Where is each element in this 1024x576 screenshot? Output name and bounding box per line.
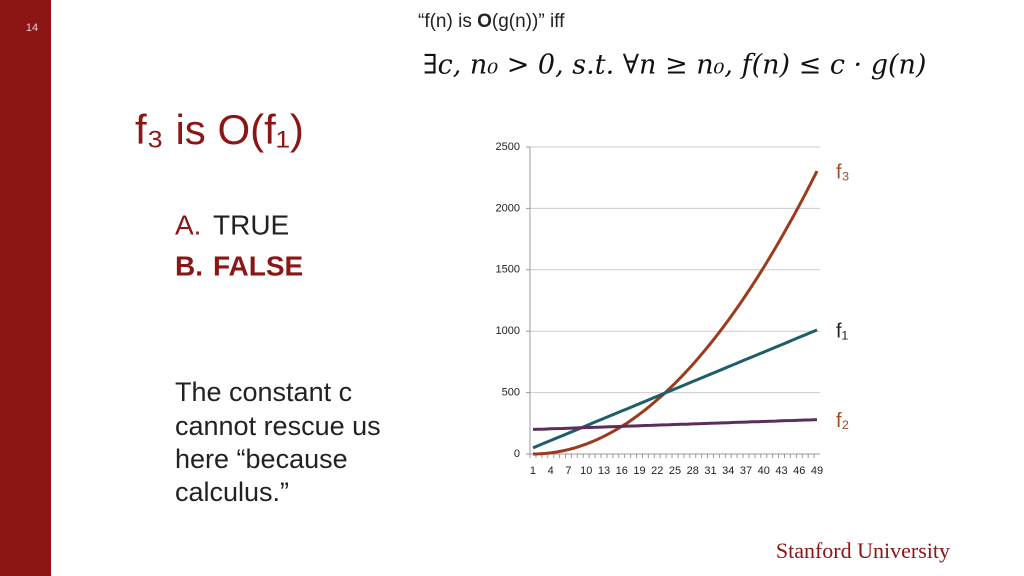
x-tick-label: 37 xyxy=(740,465,752,477)
formula: ∃c, n₀ > 0, s.t. ∀n ≥ n₀, f(n) ≤ c · g(n… xyxy=(423,50,926,81)
side-bar xyxy=(0,0,51,576)
x-tick-label: 7 xyxy=(565,465,571,477)
series-label: f₃ xyxy=(836,161,850,183)
definition-part: (g(n))” iff xyxy=(492,11,565,32)
x-tick-label: 13 xyxy=(598,465,610,477)
x-tick-label: 19 xyxy=(633,465,645,477)
y-tick-label: 1500 xyxy=(496,264,520,276)
x-tick-label: 4 xyxy=(548,465,554,477)
option-text: FALSE xyxy=(213,250,303,281)
x-tick-label: 25 xyxy=(669,465,681,477)
x-tick-label: 49 xyxy=(811,465,823,477)
x-tick-label: 43 xyxy=(775,465,787,477)
definition-part: O xyxy=(477,11,492,32)
x-tick-label: 28 xyxy=(687,465,699,477)
y-tick-label: 2000 xyxy=(496,202,520,214)
definition: “f(n) is O(g(n))” iff xyxy=(418,11,565,32)
x-tick-label: 22 xyxy=(651,465,663,477)
series-label: f₂ xyxy=(836,410,849,432)
y-tick-label: 1000 xyxy=(496,325,520,337)
series-label: f₁ xyxy=(836,320,849,342)
x-tick-label: 16 xyxy=(616,465,628,477)
option-letter: A. xyxy=(175,209,201,240)
series-line xyxy=(532,418,818,431)
page-number: 14 xyxy=(26,22,38,34)
x-tick-label: 31 xyxy=(704,465,716,477)
x-tick-label: 34 xyxy=(722,465,734,477)
series-line xyxy=(532,170,819,456)
y-tick-label: 500 xyxy=(502,387,520,399)
x-tick-label: 1 xyxy=(530,465,536,477)
y-tick-label: 0 xyxy=(514,448,520,460)
note-line: here “because xyxy=(175,444,348,474)
note-line: calculus.” xyxy=(175,477,289,507)
y-tick-label: 2500 xyxy=(496,141,520,153)
option-letter: B. xyxy=(175,250,203,281)
note-line: cannot rescue us xyxy=(175,411,381,441)
definition-part: “f(n) is xyxy=(418,11,477,32)
x-tick-label: 40 xyxy=(758,465,770,477)
footer-logo: Stanford University xyxy=(776,538,950,563)
option-text: TRUE xyxy=(213,209,289,240)
x-tick-label: 10 xyxy=(580,465,592,477)
slide-title: f₃ is O(f₁) xyxy=(135,106,304,153)
note-line: The constant c xyxy=(175,377,352,407)
x-tick-label: 46 xyxy=(793,465,805,477)
